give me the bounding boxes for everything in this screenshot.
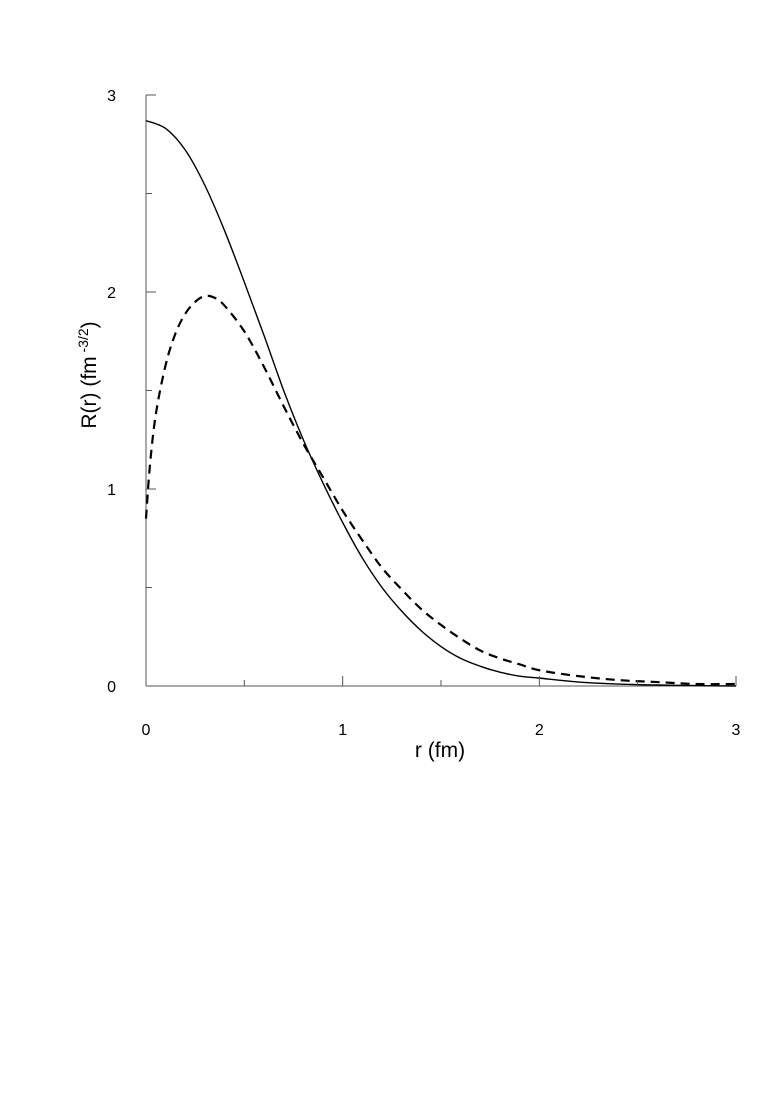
- y-tick-label: 0: [107, 679, 116, 696]
- solid-series-line: [145, 119, 737, 687]
- label-group: r (fm) R(r) (fm -3/2): [75, 321, 465, 762]
- tick-group: 0 1 2 3 0 1 2 3: [107, 88, 740, 739]
- y-tick-label: 2: [107, 285, 116, 302]
- y-axis-title-superscript: -3/2: [75, 328, 91, 356]
- y-axis-title: R(r) (fm -3/2): [75, 321, 101, 428]
- x-tick-label: 3: [732, 722, 741, 739]
- x-tick-label: 0: [142, 722, 151, 739]
- dashed-series-line: [144, 294, 737, 686]
- y-axis-title-prefix: R(r) (fm: [78, 356, 101, 428]
- x-tick-label: 1: [338, 722, 347, 739]
- y-tick-label: 3: [107, 88, 116, 105]
- x-tick-label: 2: [535, 722, 544, 739]
- y-axis-title-suffix: ): [78, 321, 101, 328]
- series-group: [144, 119, 737, 687]
- x-axis-title: r (fm): [415, 739, 465, 762]
- y-tick-label: 1: [107, 482, 116, 499]
- plot-area: [145, 95, 736, 687]
